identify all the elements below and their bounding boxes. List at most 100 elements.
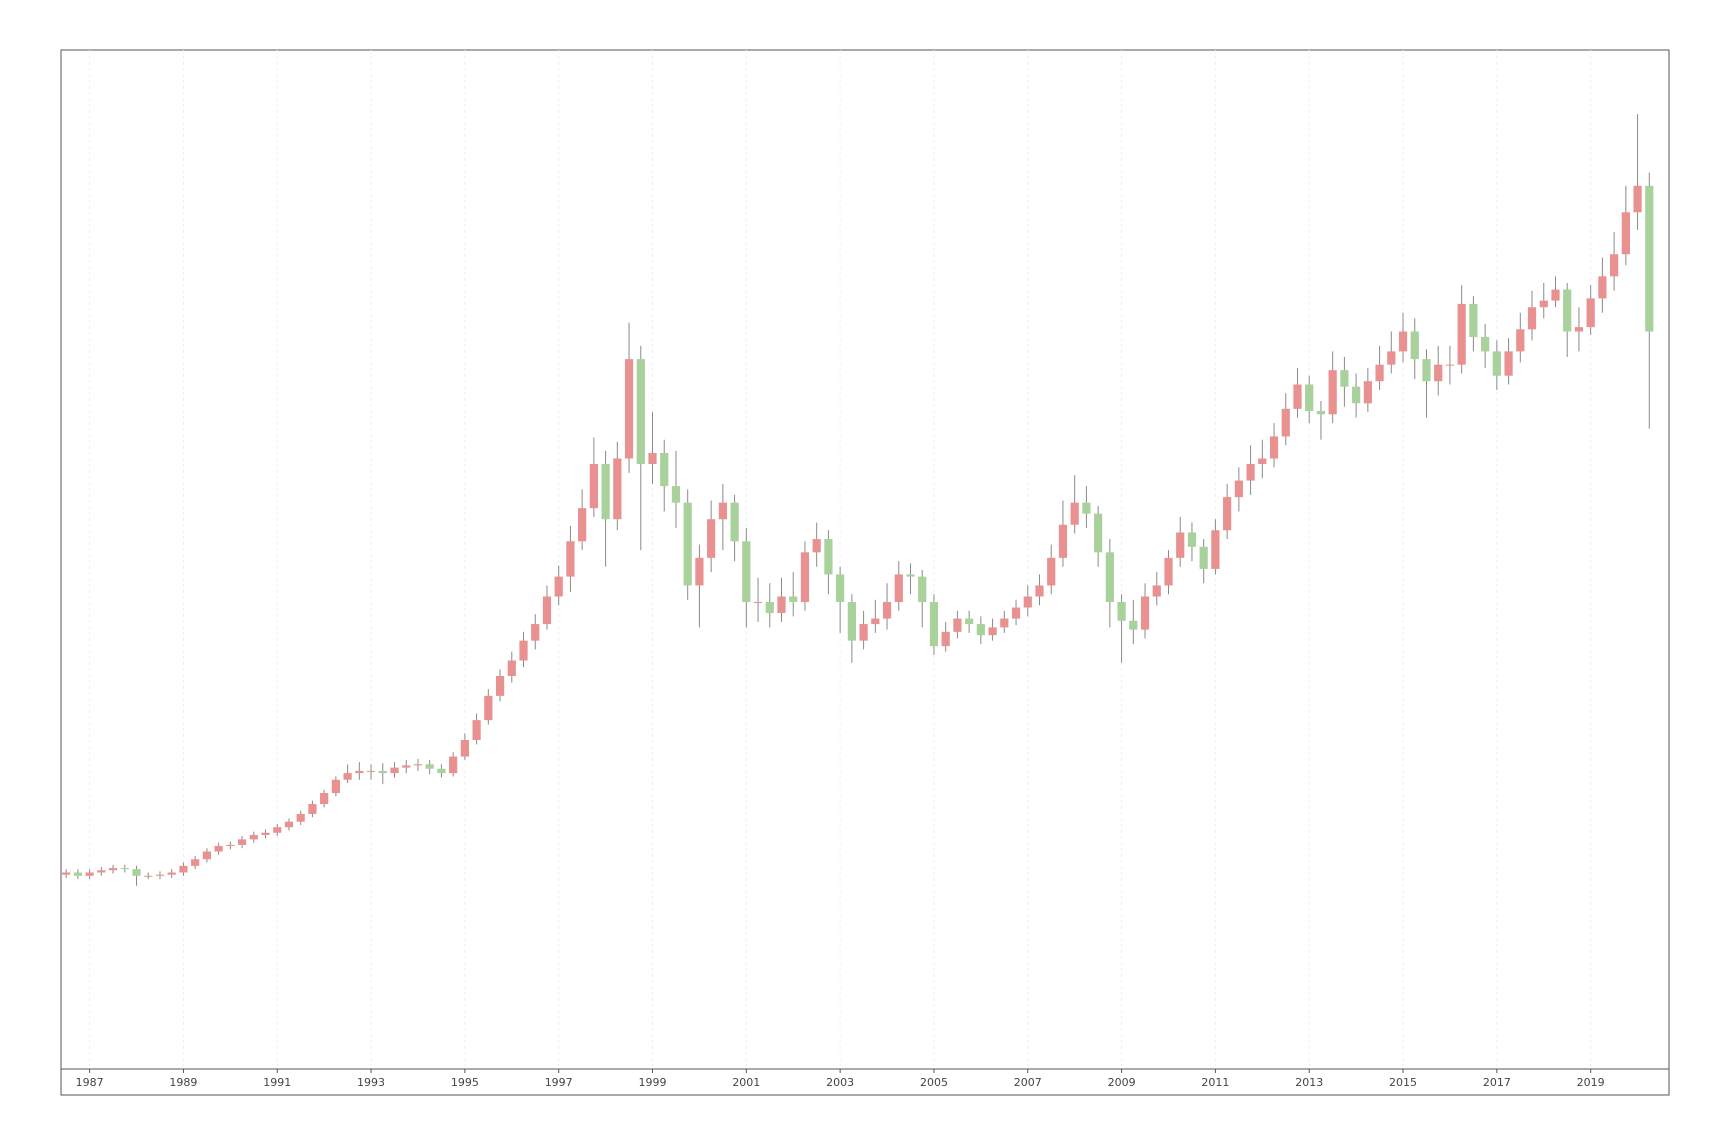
candle-body [777, 596, 786, 614]
candle-body [120, 868, 129, 870]
candle-body [202, 851, 211, 860]
x-tick-label: 1993 [357, 1076, 385, 1089]
candle-body [1633, 185, 1642, 213]
candle-body [390, 767, 399, 774]
candle-body [1645, 185, 1654, 332]
candle-body [1000, 618, 1009, 628]
candle-body [953, 618, 962, 632]
candle-body [1375, 364, 1384, 382]
candle-body [1011, 607, 1021, 619]
plot-frame [60, 49, 1670, 1096]
candle-body [1422, 359, 1431, 382]
candle-body [1082, 502, 1091, 514]
candle-body [62, 872, 71, 875]
candle-body [542, 596, 552, 625]
x-tick-label: 2013 [1295, 1076, 1323, 1089]
candle-body [296, 813, 305, 822]
candle-body [765, 602, 774, 614]
candle-body [1598, 276, 1607, 299]
candle-body [1621, 212, 1630, 255]
candle-body [460, 740, 469, 757]
candle-body [613, 458, 622, 520]
candle-body [1398, 331, 1408, 352]
candle-body [413, 764, 423, 766]
candle-body [519, 640, 528, 661]
candle-body [636, 359, 645, 465]
x-tick-label: 2003 [826, 1076, 854, 1089]
candle-body [929, 602, 939, 647]
candle-body [965, 618, 974, 625]
candle-body [1445, 364, 1455, 366]
candle-body [1035, 585, 1044, 597]
candle-body [284, 821, 294, 828]
candle-body [1457, 303, 1466, 365]
candle-body [671, 486, 681, 503]
candle-body [1328, 370, 1337, 415]
x-tick-label: 2001 [732, 1076, 760, 1089]
candle-body [191, 859, 200, 866]
x-tick-label: 1995 [451, 1076, 479, 1089]
candle-body [812, 539, 821, 553]
candle-body [847, 602, 856, 641]
candle-body [660, 452, 669, 487]
candle-body [73, 872, 82, 876]
candle-body [578, 508, 587, 542]
x-tick-label: 2017 [1483, 1076, 1511, 1089]
candle-body [155, 874, 165, 876]
candle-body [355, 770, 364, 774]
candle-body [988, 627, 997, 636]
candle-body [1305, 384, 1314, 412]
candle-body [249, 834, 258, 840]
candle-body [472, 720, 481, 741]
candle-body [742, 541, 751, 603]
x-tick-label: 1997 [545, 1076, 573, 1089]
candle-body [167, 872, 176, 875]
candle-body [589, 464, 598, 509]
candle-body [226, 844, 235, 846]
candle-body [566, 541, 575, 577]
candle-body [1129, 620, 1138, 630]
candle-body [1152, 585, 1161, 597]
candle-body [179, 865, 188, 873]
candle-body [1504, 351, 1513, 376]
candle-body [695, 557, 704, 586]
candle-body [1269, 436, 1279, 459]
candle-body [1246, 464, 1255, 481]
candle-body [214, 845, 223, 852]
x-tick-label: 1991 [263, 1076, 291, 1089]
candle-body [800, 552, 810, 603]
candle-body [1293, 384, 1302, 409]
candle-body [1281, 408, 1290, 437]
x-tick-label: 2005 [920, 1076, 948, 1089]
x-tick-label: 2007 [1014, 1076, 1042, 1089]
candle-body [789, 596, 798, 603]
candle-body [507, 660, 516, 676]
candle-body [1094, 513, 1103, 553]
candle-body [1410, 331, 1419, 360]
candle-body [1586, 298, 1595, 328]
candle-body [976, 624, 985, 636]
candle-body [1387, 351, 1396, 365]
candle-body [1223, 497, 1232, 531]
candle-body [402, 765, 411, 768]
x-tick-label: 2009 [1108, 1076, 1136, 1089]
candle-body [1105, 552, 1114, 603]
candle-body [1047, 557, 1056, 586]
candle-body [707, 519, 716, 558]
x-tick-label: 1989 [169, 1076, 197, 1089]
candle-body [484, 695, 493, 721]
candle-body [1516, 329, 1525, 352]
candle-body [554, 576, 563, 597]
candle-body [1539, 300, 1548, 308]
candle-body [1563, 289, 1572, 332]
x-tick-label: 2011 [1201, 1076, 1229, 1089]
candle-body [1058, 524, 1068, 558]
candle-body [1434, 364, 1443, 382]
candle-body [1492, 351, 1501, 376]
candle-body [273, 827, 282, 833]
x-tick-label: 2019 [1577, 1076, 1605, 1089]
candle-body [624, 359, 634, 459]
candle-body [1140, 596, 1150, 630]
candle-body [237, 839, 247, 845]
